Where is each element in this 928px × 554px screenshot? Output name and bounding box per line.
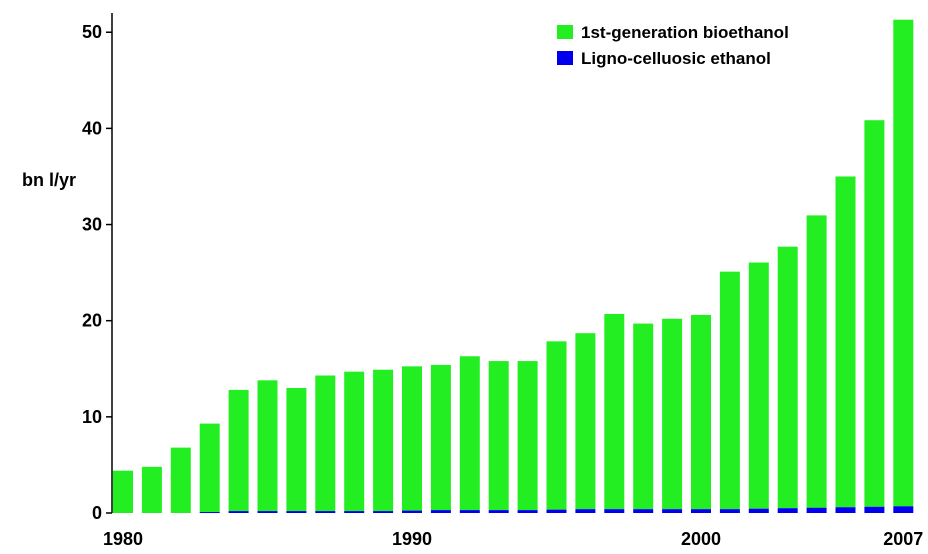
bar-first-gen-1983 <box>199 423 220 513</box>
bar-first-gen-1995 <box>546 341 567 510</box>
bar-first-gen-1996 <box>575 333 596 510</box>
y-tick-label-50: 50 <box>82 22 102 42</box>
bar-ligno-1999 <box>662 509 683 513</box>
y-axis-ticks: 0 10 20 30 40 50 <box>82 22 112 523</box>
bar-ligno-2006 <box>864 506 885 513</box>
bar-first-gen-1980 <box>113 470 133 513</box>
bar-ligno-1997 <box>604 509 625 513</box>
bar-first-gen-1999 <box>662 318 683 510</box>
bar-first-gen-1982 <box>170 447 191 513</box>
bar-ligno-2001 <box>719 509 740 513</box>
bar-first-gen-1994 <box>517 361 538 511</box>
bar-first-gen-1985 <box>257 380 278 512</box>
legend-label-1: Ligno-celluosic ethanol <box>581 49 771 68</box>
x-axis-ticks: 1980 1990 2000 2007 <box>103 529 923 549</box>
bar-ligno-1993 <box>488 510 509 513</box>
bar-first-gen-1990 <box>402 366 422 511</box>
bar-first-gen-1981 <box>141 466 162 513</box>
legend-label-0: 1st-generation bioethanol <box>581 23 789 42</box>
y-tick-label-30: 30 <box>82 215 102 235</box>
bar-ligno-1995 <box>546 509 567 513</box>
bar-ligno-2004 <box>806 507 827 513</box>
bar-ligno-2003 <box>777 508 798 513</box>
bar-first-gen-1998 <box>633 323 654 510</box>
y-tick-label-40: 40 <box>82 118 102 138</box>
bar-first-gen-2006 <box>864 120 885 507</box>
bar-ligno-1989 <box>373 511 394 513</box>
legend-swatch-0 <box>557 25 573 39</box>
bar-first-gen-2004 <box>806 215 827 508</box>
bar-ligno-1983 <box>199 512 220 514</box>
bar-ligno-2005 <box>835 507 856 513</box>
y-axis-title: bn l/yr <box>22 170 76 190</box>
bar-first-gen-2001 <box>719 271 740 510</box>
bar-ligno-1984 <box>228 511 249 513</box>
bar-first-gen-1986 <box>286 388 307 512</box>
bar-first-gen-1991 <box>430 364 451 511</box>
bar-ligno-2002 <box>748 508 769 513</box>
bar-ligno-2000 <box>691 509 711 513</box>
bar-first-gen-1992 <box>459 356 480 511</box>
bar-first-gen-1989 <box>373 369 394 512</box>
bar-ligno-1987 <box>315 511 336 513</box>
bar-ligno-1988 <box>344 511 365 513</box>
y-tick-label-10: 10 <box>82 407 102 427</box>
bar-first-gen-1984 <box>228 389 249 512</box>
bar-ligno-1994 <box>517 510 538 513</box>
bar-ligno-1985 <box>257 511 278 513</box>
bar-ligno-1986 <box>286 511 307 513</box>
y-tick-label-0: 0 <box>92 503 102 523</box>
bar-ligno-1990 <box>402 510 422 513</box>
bar-ligno-1998 <box>633 509 654 513</box>
bar-first-gen-2002 <box>748 262 769 509</box>
bar-first-gen-1993 <box>488 361 509 511</box>
bar-first-gen-1987 <box>315 375 336 512</box>
x-tick-label-1990: 1990 <box>392 529 432 549</box>
y-tick-label-20: 20 <box>82 311 102 331</box>
legend-swatch-1 <box>557 51 573 65</box>
bar-first-gen-2007 <box>893 19 914 507</box>
bar-first-gen-2003 <box>777 246 798 509</box>
bar-first-gen-2005 <box>835 176 856 508</box>
legend: 1st-generation bioethanol Ligno-celluosic… <box>557 23 789 68</box>
x-tick-label-1980: 1980 <box>103 529 143 549</box>
bar-ligno-2007 <box>893 506 914 513</box>
bar-first-gen-2000 <box>691 314 711 510</box>
x-tick-label-2000: 2000 <box>681 529 721 549</box>
x-tick-label-2007: 2007 <box>883 529 923 549</box>
bar-ligno-1996 <box>575 509 596 513</box>
bar-ligno-1991 <box>430 510 451 513</box>
bar-ligno-1992 <box>459 510 480 513</box>
bars-group <box>113 19 914 514</box>
bar-first-gen-1997 <box>604 313 625 510</box>
bar-first-gen-1988 <box>344 371 365 512</box>
